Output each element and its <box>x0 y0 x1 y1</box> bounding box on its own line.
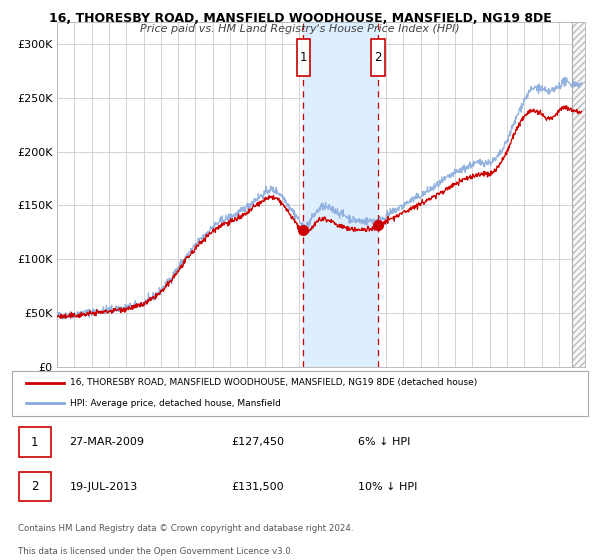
Bar <box>371 39 385 76</box>
Text: £131,500: £131,500 <box>231 482 284 492</box>
Polygon shape <box>572 22 585 367</box>
Text: 16, THORESBY ROAD, MANSFIELD WOODHOUSE, MANSFIELD, NG19 8DE: 16, THORESBY ROAD, MANSFIELD WOODHOUSE, … <box>49 12 551 25</box>
Text: 1: 1 <box>299 51 307 64</box>
Text: 1: 1 <box>31 436 38 449</box>
Text: £127,450: £127,450 <box>231 437 284 447</box>
Bar <box>297 39 310 76</box>
Text: 2: 2 <box>31 480 38 493</box>
Text: HPI: Average price, detached house, Mansfield: HPI: Average price, detached house, Mans… <box>70 399 280 408</box>
Text: 16, THORESBY ROAD, MANSFIELD WOODHOUSE, MANSFIELD, NG19 8DE (detached house): 16, THORESBY ROAD, MANSFIELD WOODHOUSE, … <box>70 379 477 388</box>
Text: Price paid vs. HM Land Registry's House Price Index (HPI): Price paid vs. HM Land Registry's House … <box>140 24 460 34</box>
Text: 27-MAR-2009: 27-MAR-2009 <box>70 437 145 447</box>
Bar <box>19 427 50 457</box>
Text: 10% ↓ HPI: 10% ↓ HPI <box>358 482 417 492</box>
Text: 19-JUL-2013: 19-JUL-2013 <box>70 482 138 492</box>
Text: This data is licensed under the Open Government Licence v3.0.: This data is licensed under the Open Gov… <box>18 548 293 557</box>
Text: 6% ↓ HPI: 6% ↓ HPI <box>358 437 410 447</box>
Text: 2: 2 <box>374 51 382 64</box>
Bar <box>304 22 378 367</box>
Bar <box>19 472 50 501</box>
Text: Contains HM Land Registry data © Crown copyright and database right 2024.: Contains HM Land Registry data © Crown c… <box>18 524 353 534</box>
